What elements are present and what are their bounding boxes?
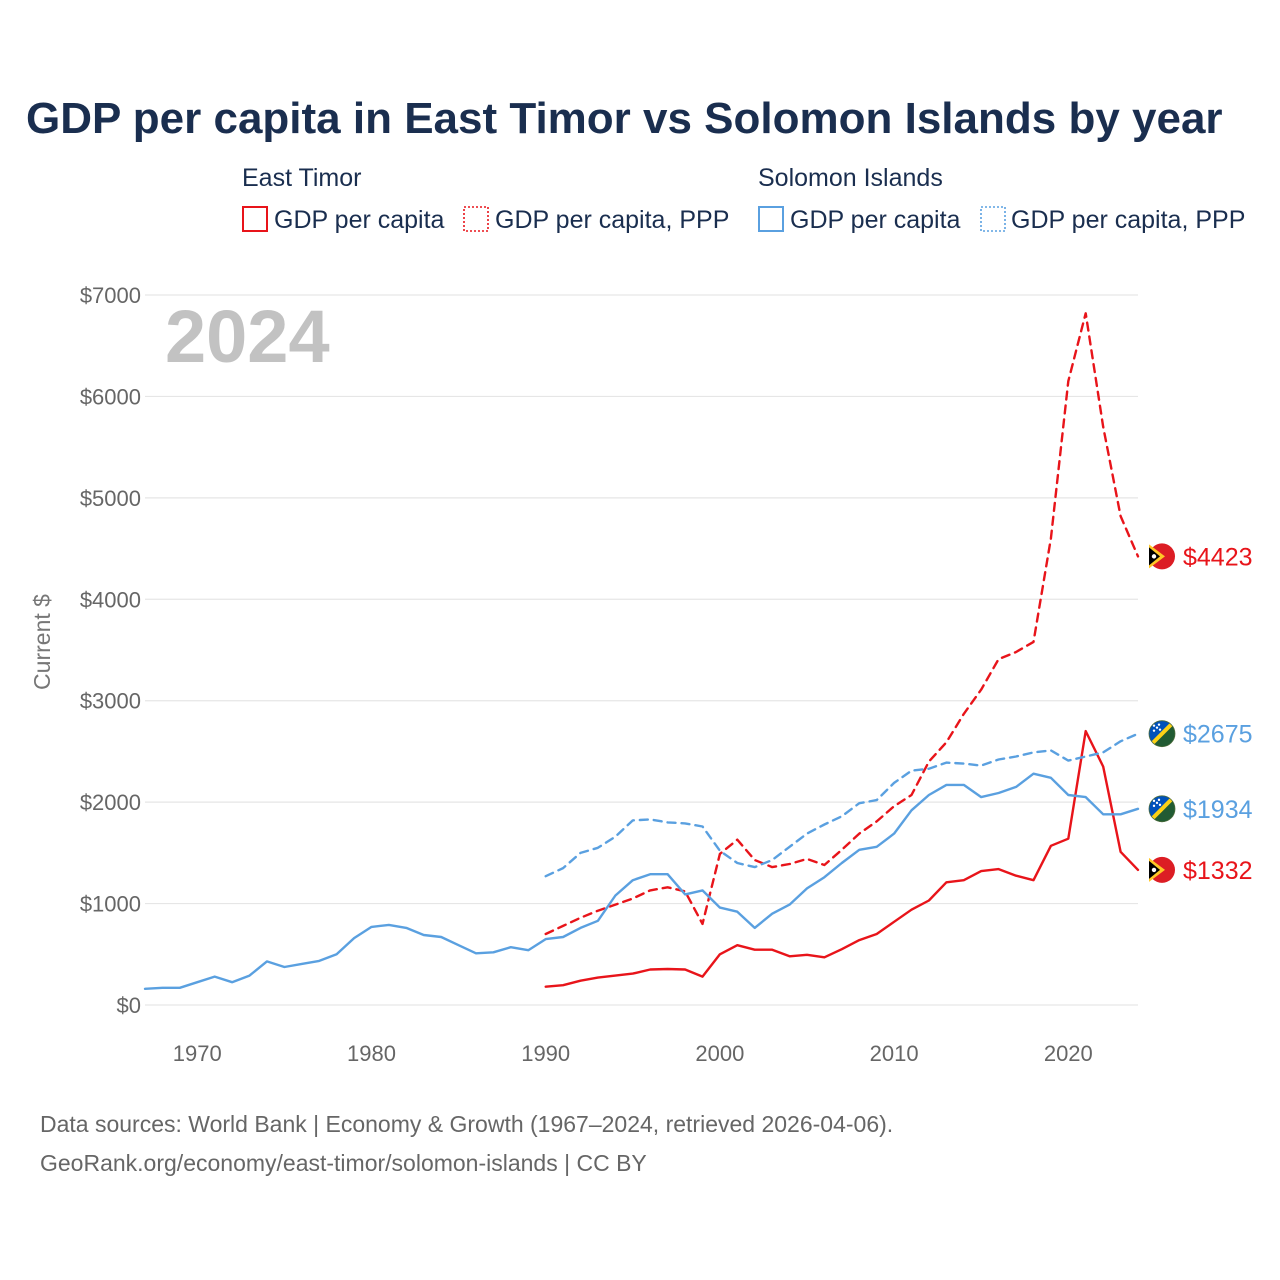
series-lines	[143, 312, 1140, 990]
y-tick-label: $5000	[80, 486, 141, 511]
x-tick-label: 1990	[521, 1041, 570, 1066]
x-axis-ticks: 1970 1980 1990 2000 2010 2020	[173, 1041, 1093, 1066]
flag-solomon-islands-icon	[1149, 720, 1175, 747]
y-tick-label: $0	[117, 993, 141, 1018]
legend-group-solomon-islands: Solomon Islands	[758, 164, 943, 192]
gridlines	[145, 294, 1138, 1006]
end-label-solomon-solid: $1934	[1183, 796, 1253, 824]
year-watermark: 2024	[165, 295, 330, 378]
end-marker-east_timor-solid: $1332	[1149, 856, 1253, 885]
y-axis-ticks: $0 $1000 $2000 $3000 $4000 $5000 $6000 $7000	[80, 283, 141, 1018]
end-marker-solomon-solid: $1934	[1148, 795, 1253, 824]
end-marker-east_timor-dashed: $4423	[1149, 543, 1253, 571]
y-tick-label: $1000	[80, 892, 141, 917]
legend-label-solomon-gdp: GDP per capita	[790, 206, 961, 234]
x-tick-label: 2020	[1044, 1041, 1093, 1066]
y-tick-label: $7000	[80, 283, 141, 308]
y-tick-label: $6000	[80, 384, 141, 409]
footer-sources: Data sources: World Bank | Economy & Gro…	[40, 1111, 893, 1137]
series-line-east_timor-dashed	[544, 312, 1140, 936]
end-label-solomon-dashed: $2675	[1183, 721, 1253, 749]
x-tick-label: 1970	[173, 1041, 222, 1066]
y-tick-label: $2000	[80, 790, 141, 815]
end-marker-solomon-dashed: $2675	[1148, 720, 1253, 749]
end-label-east_timor-dashed: $4423	[1183, 543, 1253, 571]
end-label-east_timor-solid: $1332	[1183, 857, 1253, 885]
x-tick-label: 2010	[870, 1041, 919, 1066]
flag-star-icon	[1151, 554, 1157, 559]
legend-swatch-east-timor-ppp	[463, 206, 489, 232]
series-line-solomon-solid	[143, 772, 1140, 990]
y-tick-label: $4000	[80, 587, 141, 612]
legend-label-solomon-ppp: GDP per capita, PPP	[1011, 206, 1245, 234]
chart-title: GDP per capita in East Timor vs Solomon …	[26, 94, 1223, 143]
footer-link[interactable]: GeoRank.org/economy/east-timor/solomon-i…	[40, 1150, 647, 1176]
flag-star-icon	[1151, 867, 1157, 873]
legend-swatch-east-timor-gdp	[242, 206, 268, 232]
y-axis-label: Current $	[29, 594, 55, 690]
y-tick-label: $3000	[80, 689, 141, 714]
series-line-solomon-dashed	[544, 732, 1140, 878]
x-tick-label: 2000	[695, 1041, 744, 1066]
legend-swatch-solomon-ppp	[980, 206, 1006, 232]
x-tick-label: 1980	[347, 1041, 396, 1066]
end-markers: $1332 $4423 $1934 $2675	[1148, 543, 1253, 885]
legend-label-east-timor-gdp: GDP per capita	[274, 206, 445, 234]
legend-swatch-solomon-gdp	[758, 206, 784, 232]
flag-solomon-islands-icon	[1149, 795, 1175, 822]
series-line-east_timor-solid	[544, 729, 1140, 988]
legend-group-east-timor: East Timor	[242, 164, 361, 192]
legend: East Timor GDP per capita GDP per capita…	[242, 164, 1245, 234]
legend-label-east-timor-ppp: GDP per capita, PPP	[495, 206, 729, 234]
